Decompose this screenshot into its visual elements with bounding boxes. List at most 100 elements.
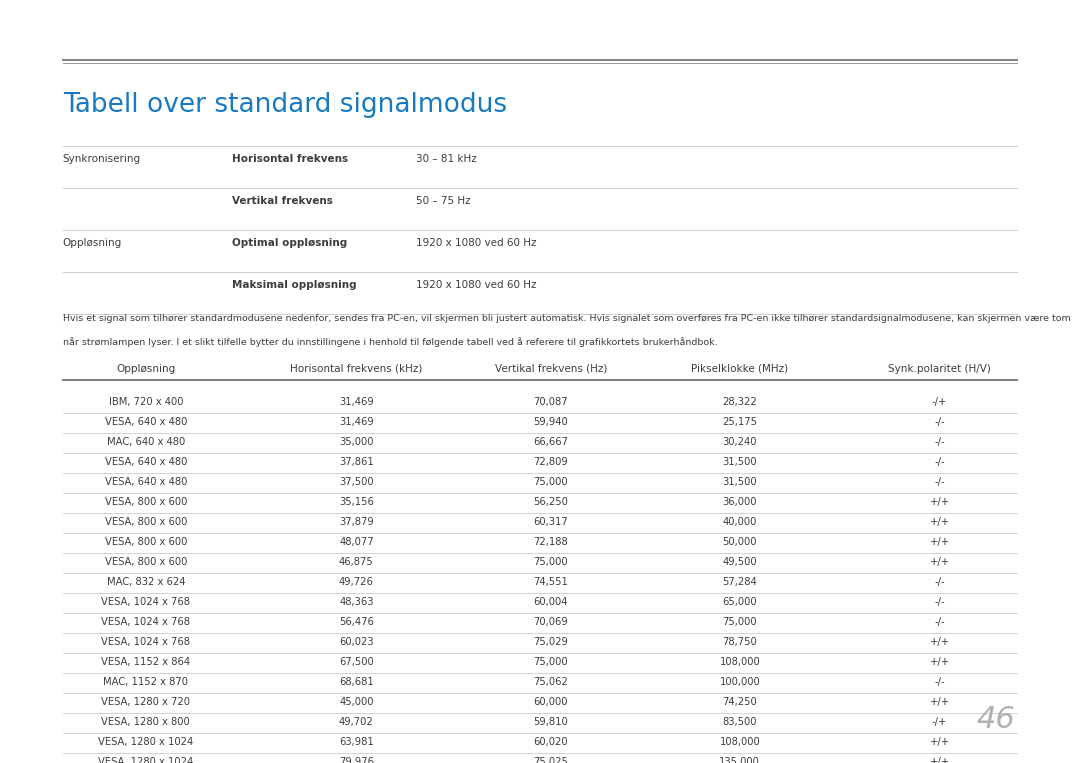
Text: 108,000: 108,000 [719,657,760,667]
Text: 75,000: 75,000 [534,557,568,567]
Text: 75,029: 75,029 [534,636,568,647]
Text: Oppløsning: Oppløsning [117,364,175,374]
Text: Tabell over standard signalmodus: Tabell over standard signalmodus [63,92,507,118]
Text: 75,000: 75,000 [723,617,757,626]
Text: MAC, 832 x 624: MAC, 832 x 624 [107,577,185,587]
Text: -/-: -/- [934,436,945,447]
Text: når strømlampen lyser. I et slikt tilfelle bytter du innstillingene i henhold ti: når strømlampen lyser. I et slikt tilfel… [63,337,717,347]
Text: MAC, 640 x 480: MAC, 640 x 480 [107,436,185,447]
Text: 31,469: 31,469 [339,417,374,427]
Text: 79,976: 79,976 [339,757,374,763]
Text: 46,875: 46,875 [339,557,374,567]
Text: 75,025: 75,025 [534,757,568,763]
Text: 28,322: 28,322 [723,397,757,407]
Text: VESA, 1280 x 800: VESA, 1280 x 800 [102,716,190,726]
Text: Pikselklokke (MHz): Pikselklokke (MHz) [691,364,788,374]
Text: MAC, 1152 x 870: MAC, 1152 x 870 [104,677,188,687]
Text: 72,809: 72,809 [534,457,568,467]
Text: 48,363: 48,363 [339,597,374,607]
Text: VESA, 800 x 600: VESA, 800 x 600 [105,517,187,526]
Text: VESA, 800 x 600: VESA, 800 x 600 [105,497,187,507]
Text: VESA, 1024 x 768: VESA, 1024 x 768 [102,636,190,647]
Text: 48,077: 48,077 [339,536,374,547]
Text: Synkronisering: Synkronisering [63,154,140,164]
Text: 75,000: 75,000 [534,477,568,487]
Text: 56,250: 56,250 [534,497,568,507]
Text: 66,667: 66,667 [534,436,568,447]
Text: VESA, 800 x 600: VESA, 800 x 600 [105,557,187,567]
Text: 30 – 81 kHz: 30 – 81 kHz [416,154,476,164]
Text: 74,250: 74,250 [723,697,757,707]
Text: 108,000: 108,000 [719,736,760,747]
Text: 135,000: 135,000 [719,757,760,763]
Text: 60,023: 60,023 [339,636,374,647]
Text: Horisontal frekvens: Horisontal frekvens [232,154,349,164]
Text: +/+: +/+ [930,697,949,707]
Text: 63,981: 63,981 [339,736,374,747]
Text: 1920 x 1080 ved 60 Hz: 1920 x 1080 ved 60 Hz [416,238,537,248]
Text: +/+: +/+ [930,736,949,747]
Text: IBM, 720 x 400: IBM, 720 x 400 [109,397,183,407]
Text: 31,500: 31,500 [723,457,757,467]
Text: -/-: -/- [934,597,945,607]
Text: 46: 46 [976,705,1015,734]
Text: -/-: -/- [934,477,945,487]
Text: VESA, 1024 x 768: VESA, 1024 x 768 [102,597,190,607]
Text: VESA, 1280 x 720: VESA, 1280 x 720 [102,697,190,707]
Text: 37,861: 37,861 [339,457,374,467]
Text: +/+: +/+ [930,636,949,647]
Text: 45,000: 45,000 [339,697,374,707]
Text: 75,062: 75,062 [534,677,568,687]
Text: 56,476: 56,476 [339,617,374,626]
Text: Hvis et signal som tilhører standardmodusene nedenfor, sendes fra PC-en, vil skj: Hvis et signal som tilhører standardmodu… [63,314,1070,324]
Text: 49,500: 49,500 [723,557,757,567]
Text: 74,551: 74,551 [534,577,568,587]
Text: VESA, 1152 x 864: VESA, 1152 x 864 [102,657,190,667]
Text: 31,469: 31,469 [339,397,374,407]
Text: Horisontal frekvens (kHz): Horisontal frekvens (kHz) [291,364,422,374]
Text: 75,000: 75,000 [534,657,568,667]
Text: VESA, 640 x 480: VESA, 640 x 480 [105,417,187,427]
Text: -/-: -/- [934,457,945,467]
Text: 78,750: 78,750 [723,636,757,647]
Text: 59,940: 59,940 [534,417,568,427]
Text: 36,000: 36,000 [723,497,757,507]
Text: 83,500: 83,500 [723,716,757,726]
Text: 65,000: 65,000 [723,597,757,607]
Text: -/-: -/- [934,577,945,587]
Text: 70,069: 70,069 [534,617,568,626]
Text: 37,500: 37,500 [339,477,374,487]
Text: 60,000: 60,000 [534,697,568,707]
Text: 1920 x 1080 ved 60 Hz: 1920 x 1080 ved 60 Hz [416,280,537,290]
Text: 40,000: 40,000 [723,517,757,526]
Text: 100,000: 100,000 [719,677,760,687]
Text: -/-: -/- [934,677,945,687]
Text: Vertikal frekvens: Vertikal frekvens [232,196,333,206]
Text: 25,175: 25,175 [723,417,757,427]
Text: +/+: +/+ [930,557,949,567]
Text: Vertikal frekvens (Hz): Vertikal frekvens (Hz) [495,364,607,374]
Text: -/-: -/- [934,617,945,626]
Text: 57,284: 57,284 [723,577,757,587]
Text: -/+: -/+ [932,397,947,407]
Text: Maksimal oppløsning: Maksimal oppløsning [232,280,356,290]
Text: +/+: +/+ [930,657,949,667]
Text: VESA, 640 x 480: VESA, 640 x 480 [105,477,187,487]
Text: +/+: +/+ [930,497,949,507]
Text: -/+: -/+ [932,716,947,726]
Text: 49,702: 49,702 [339,716,374,726]
Text: 31,500: 31,500 [723,477,757,487]
Text: 72,188: 72,188 [534,536,568,547]
Text: 49,726: 49,726 [339,577,374,587]
Text: 60,317: 60,317 [534,517,568,526]
Text: VESA, 800 x 600: VESA, 800 x 600 [105,536,187,547]
Text: 37,879: 37,879 [339,517,374,526]
Text: VESA, 1024 x 768: VESA, 1024 x 768 [102,617,190,626]
Text: VESA, 1280 x 1024: VESA, 1280 x 1024 [98,736,193,747]
Text: 60,020: 60,020 [534,736,568,747]
Text: 50 – 75 Hz: 50 – 75 Hz [416,196,471,206]
Text: 70,087: 70,087 [534,397,568,407]
Text: 35,156: 35,156 [339,497,374,507]
Text: 50,000: 50,000 [723,536,757,547]
Text: 59,810: 59,810 [534,716,568,726]
